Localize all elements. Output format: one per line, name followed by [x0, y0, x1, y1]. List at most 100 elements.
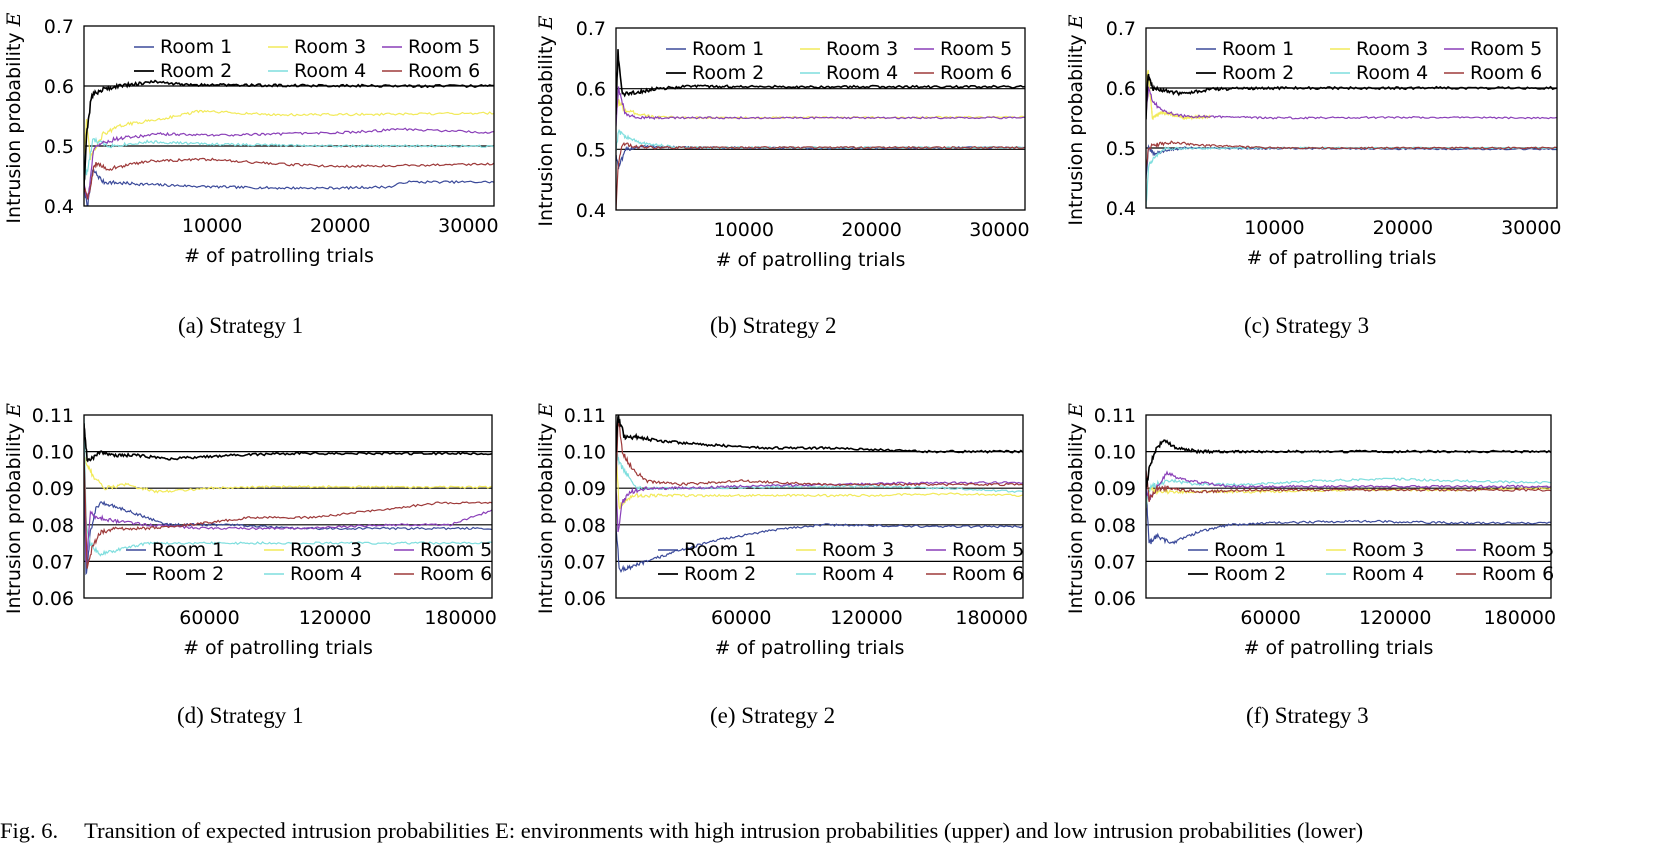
series-line-room-3	[84, 450, 492, 494]
plot-area	[616, 415, 1023, 573]
y-axis-label: Intrusion probability E	[1065, 14, 1087, 225]
y-tick-label: 0.5	[44, 136, 74, 158]
series-line-room-2	[84, 423, 492, 463]
y-tick-label: 0.08	[564, 515, 606, 537]
legend-entry: Room 4	[796, 563, 894, 585]
legend-label: Room 6	[1482, 563, 1554, 585]
legend-label: Room 6	[940, 62, 1012, 84]
y-tick-label: 0.10	[1094, 442, 1136, 464]
legend-label: Room 4	[1356, 62, 1428, 84]
plot-area	[84, 416, 492, 576]
figure-caption-text: Transition of expected intrusion probabi…	[84, 818, 1364, 843]
chart-c: 0.4 0.5 0.6 0.7 10000 20000 30000 # of patrolli…	[1065, 14, 1562, 269]
y-axis-label-text: Intrusion probability	[3, 26, 25, 223]
x-tick-label: 10000	[714, 219, 774, 241]
y-axis-label: Intrusion probability E	[535, 15, 557, 226]
legend-label: Room 5	[1470, 38, 1542, 60]
y-tick-label: 0.08	[1094, 515, 1136, 537]
legend-label: Room 4	[290, 563, 362, 585]
series-line-room-6	[616, 416, 1023, 489]
legend-label: Room 2	[692, 62, 764, 84]
legend-entry: Room 1	[666, 38, 764, 60]
caption-b: (b) Strategy 2	[710, 313, 837, 338]
series-line-room-1	[84, 167, 494, 206]
legend-entry: Room 2	[134, 60, 232, 82]
legend-label: Room 4	[294, 60, 366, 82]
legend-label: Room 2	[1214, 563, 1286, 585]
y-axis-label-text: Intrusion probability	[3, 417, 25, 614]
x-tick-label: 10000	[182, 215, 242, 237]
y-axis-label-text: Intrusion probability	[535, 29, 557, 226]
series-line-room-5	[84, 127, 494, 199]
legend-label: Room 1	[692, 38, 764, 60]
legend-label: Room 4	[826, 62, 898, 84]
series-line-room-1	[616, 523, 1023, 573]
series-line-room-5	[1146, 470, 1551, 502]
plot-area	[616, 49, 1025, 210]
x-tick-label: 60000	[179, 607, 239, 629]
y-axis-label-text: Intrusion probability	[535, 417, 557, 614]
plot-frame	[615, 27, 1026, 211]
x-tick-label: 120000	[830, 607, 903, 629]
y-tick-label: 0.09	[32, 478, 74, 500]
x-axis-label: # of patrolling trials	[715, 637, 905, 659]
caption-c: (c) Strategy 3	[1244, 313, 1370, 338]
plot-area	[1146, 439, 1551, 562]
legend-entry: Room 4	[264, 563, 362, 585]
y-tick-label: 0.10	[564, 442, 606, 464]
y-tick-label: 0.07	[564, 551, 606, 573]
series-line-room-6	[84, 452, 492, 569]
series-line-room-2	[616, 415, 1023, 454]
x-tick-label: 180000	[424, 607, 497, 629]
legend-entry: Room 3	[796, 539, 894, 561]
x-tick-label: 20000	[841, 219, 901, 241]
legend-label: Room 4	[1352, 563, 1424, 585]
caption-a: (a) Strategy 1	[178, 313, 304, 338]
figure-caption: Fig. 6. Transition of expected intrusion …	[0, 818, 1653, 844]
series-line-room-4	[84, 136, 494, 176]
series-line-room-2	[1146, 73, 1557, 120]
legend-label: Room 2	[684, 563, 756, 585]
series-line-room-2	[616, 49, 1025, 115]
plot-area	[1146, 69, 1557, 208]
legend-entry: Room 4	[1326, 563, 1424, 585]
legend-label: Room 2	[160, 60, 232, 82]
plot-frame	[1145, 27, 1558, 209]
y-tick-label: 0.07	[32, 551, 74, 573]
legend-entry: Room 1	[1196, 38, 1294, 60]
legend-entry: Room 5	[1456, 539, 1554, 561]
legend-entry: Room 3	[1330, 38, 1428, 60]
legend-entry: Room 3	[1326, 539, 1424, 561]
y-tick-label: 0.11	[1094, 405, 1136, 427]
legend-entry: Room 3	[800, 38, 898, 60]
legend-entry: Room 2	[666, 62, 764, 84]
legend-label: Room 5	[940, 38, 1012, 60]
series-line-room-6	[616, 142, 1025, 210]
series-line-room-5	[616, 481, 1023, 533]
legend-entry: Room 2	[1196, 62, 1294, 84]
y-axis-label-var: E	[535, 403, 557, 418]
legend-label: Room 6	[408, 60, 480, 82]
y-axis-label-text: Intrusion probability	[1065, 28, 1087, 225]
y-tick-label: 0.06	[564, 588, 606, 610]
y-tick-label: 0.6	[1106, 78, 1136, 100]
series-line-room-4	[84, 416, 492, 557]
series-line-room-3	[616, 98, 1025, 120]
legend-label: Room 5	[952, 539, 1024, 561]
x-axis-label: # of patrolling trials	[183, 637, 373, 659]
x-tick-label: 30000	[438, 215, 498, 237]
chart-d: 0.06 0.07 0.08 0.09 0.10 0.11 60000 120000 18000…	[3, 403, 497, 659]
series-line-room-4	[1146, 477, 1551, 508]
plot-frame	[1145, 414, 1552, 599]
legend-entry: Room 6	[926, 563, 1024, 585]
series-line-room-5	[616, 86, 1025, 127]
y-tick-label: 0.06	[32, 588, 74, 610]
legend-entry: Room 1	[658, 539, 756, 561]
legend-entry: Room 6	[914, 62, 1012, 84]
legend-label: Room 1	[684, 539, 756, 561]
y-axis-label-var: E	[3, 403, 25, 418]
legend-label: Room 1	[152, 539, 224, 561]
y-tick-label: 0.7	[44, 16, 74, 38]
y-tick-label: 0.08	[32, 515, 74, 537]
